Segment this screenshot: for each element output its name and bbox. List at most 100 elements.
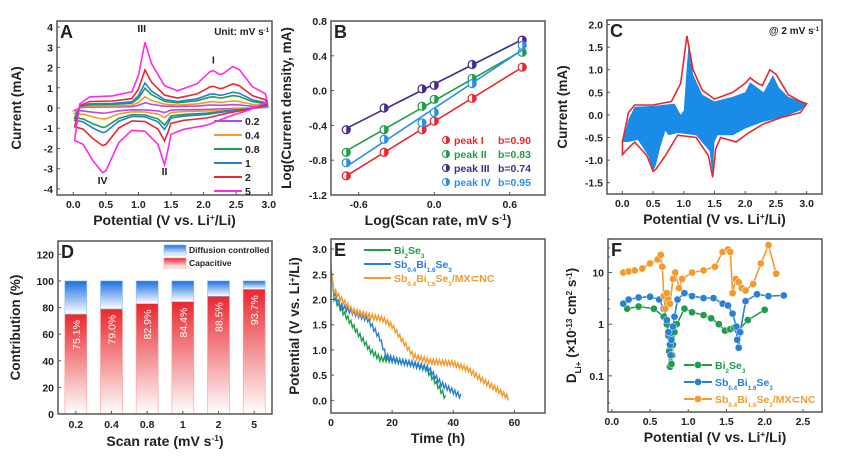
- y-axis-label: DLi+ (×10-13 cm2 s-1): [564, 268, 583, 383]
- y-tick-label: 1.5: [588, 42, 603, 54]
- diffusion-point: [663, 289, 671, 297]
- x-tick-label: 0.6: [502, 199, 517, 211]
- diffusion-point: [661, 304, 670, 313]
- panel-c: 0.0 0.5 1.0 1.5 2.0 2.5 3.0 -1.5 -1.0 -0.5 0.0 0.5 1…: [555, 19, 823, 227]
- x-axis-label: Scan rate (mV s-1): [106, 433, 223, 449]
- label-segment: (×10: [564, 330, 579, 361]
- data-point-half: [522, 48, 527, 57]
- diffusion-point: [678, 275, 686, 283]
- diffusion-point: [709, 294, 718, 302]
- y-tick-label: -0.4: [309, 120, 327, 132]
- label-segment: Se: [435, 259, 448, 271]
- label-segment: Unit: mV s: [214, 27, 264, 38]
- label-segment: 0.4: [728, 385, 737, 392]
- diffusion-point: [624, 295, 633, 304]
- diffusion-point: [619, 299, 628, 308]
- y-tick-label: 0.0: [312, 395, 327, 407]
- diffusion-point: [779, 291, 788, 300]
- x-tick-label: 3.0: [261, 199, 276, 211]
- legend-marker: [694, 378, 702, 386]
- data-point-half: [384, 125, 389, 134]
- x-tick-label: 0.5: [99, 199, 114, 211]
- y-tick-label: 0.5: [312, 370, 327, 382]
- data-point-half: [422, 118, 427, 127]
- legend-swatch: [163, 257, 187, 269]
- label-segment: s: [564, 280, 579, 291]
- y-tick-label: 1.0: [312, 345, 327, 357]
- label-segment: 2: [405, 253, 409, 260]
- x-tick-label: 2.5: [769, 198, 784, 210]
- label-segment: /MX⊂NC: [452, 273, 495, 285]
- diffusion-point: [736, 328, 745, 337]
- diffusion-point: [680, 289, 689, 297]
- label-segment: cm: [564, 295, 579, 318]
- bar-data-label: 88.5%: [214, 302, 226, 332]
- diffusion-point: [711, 262, 719, 271]
- y-tick-label: 3: [47, 42, 53, 54]
- label-segment: Log(Current density, mA): [279, 27, 294, 189]
- label-segment: Bi: [737, 377, 748, 389]
- total-cv-curve: [621, 35, 808, 178]
- peak-label: II: [162, 166, 168, 178]
- diffusion-point: [753, 290, 761, 299]
- y-tick-label: 0.0: [312, 86, 327, 98]
- label-segment: /Li): [215, 212, 236, 228]
- unit-annotation: Unit: mV s-1: [214, 27, 269, 38]
- diffusion-point: [749, 280, 758, 288]
- label-segment: 1.6: [748, 402, 757, 409]
- x-tick-label: 0.0: [605, 416, 620, 428]
- diffusion-point: [728, 309, 737, 318]
- label-segment: 1.6: [427, 281, 436, 288]
- diffusion-point: [646, 292, 654, 301]
- panel-letter: C: [610, 21, 623, 41]
- x-tick-label: 0.8: [140, 419, 155, 431]
- label-segment: +: [760, 429, 765, 439]
- y-tick-label: 100: [36, 276, 54, 288]
- diffusion-point: [734, 343, 743, 352]
- diffusion-point: [688, 292, 696, 300]
- label-segment: /Li): [765, 211, 786, 227]
- x-tick-label: 1.0: [681, 416, 696, 428]
- x-tick-label: 1.5: [719, 416, 734, 428]
- legend-b-value: b=0.95: [498, 177, 531, 189]
- y-tick-label: -1: [44, 123, 53, 135]
- label-segment: Bi: [394, 245, 405, 257]
- x-tick-label: 5: [251, 419, 257, 431]
- y-tick-label: 1: [47, 83, 53, 95]
- label-segment: @ 2 mV s: [769, 26, 814, 37]
- label-segment: Current (mA): [555, 65, 570, 148]
- y-tick-label: 0.4: [312, 51, 327, 63]
- legend-marker-half: [446, 178, 450, 186]
- y-tick-label: 1: [598, 319, 604, 331]
- y-tick-label: 1.0: [588, 65, 603, 77]
- legend-label: Diffusion controlled: [189, 245, 269, 255]
- panel-f: 0.0 0.5 1.0 1.5 2.0 2.50.1110FBi2Se3Sb0.4Bi1.…: [564, 238, 823, 445]
- diffusion-point: [669, 275, 677, 283]
- legend-b-value: b=0.90: [498, 135, 531, 147]
- label-segment: Se: [756, 377, 769, 389]
- x-tick-label: 0.4: [104, 419, 119, 431]
- data-point-half: [522, 41, 527, 50]
- diffusion-point: [733, 335, 742, 344]
- diffusion-point: [772, 269, 780, 278]
- x-tick-label: 20: [386, 417, 398, 429]
- y-tick-label: 60: [42, 329, 54, 341]
- data-point-half: [346, 125, 351, 134]
- bar-diffusion: [135, 280, 159, 304]
- diffusion-point: [728, 289, 737, 297]
- label-segment: Bi: [416, 259, 427, 271]
- data-point-half: [522, 63, 527, 72]
- diffusion-point: [673, 295, 682, 304]
- panel-letter: F: [611, 240, 622, 260]
- bar-data-label: 84.4%: [178, 308, 190, 338]
- gitt-curve: [330, 274, 462, 401]
- label-segment: Se: [756, 394, 769, 406]
- diffusion-point: [688, 268, 696, 277]
- data-point-half: [472, 60, 477, 69]
- y-tick-label: 2.0: [588, 20, 603, 32]
- legend-label: 2: [245, 172, 251, 184]
- y-tick-label: 0.5: [588, 87, 603, 99]
- label-segment: 3: [742, 368, 746, 375]
- legend-marker-half: [446, 150, 450, 158]
